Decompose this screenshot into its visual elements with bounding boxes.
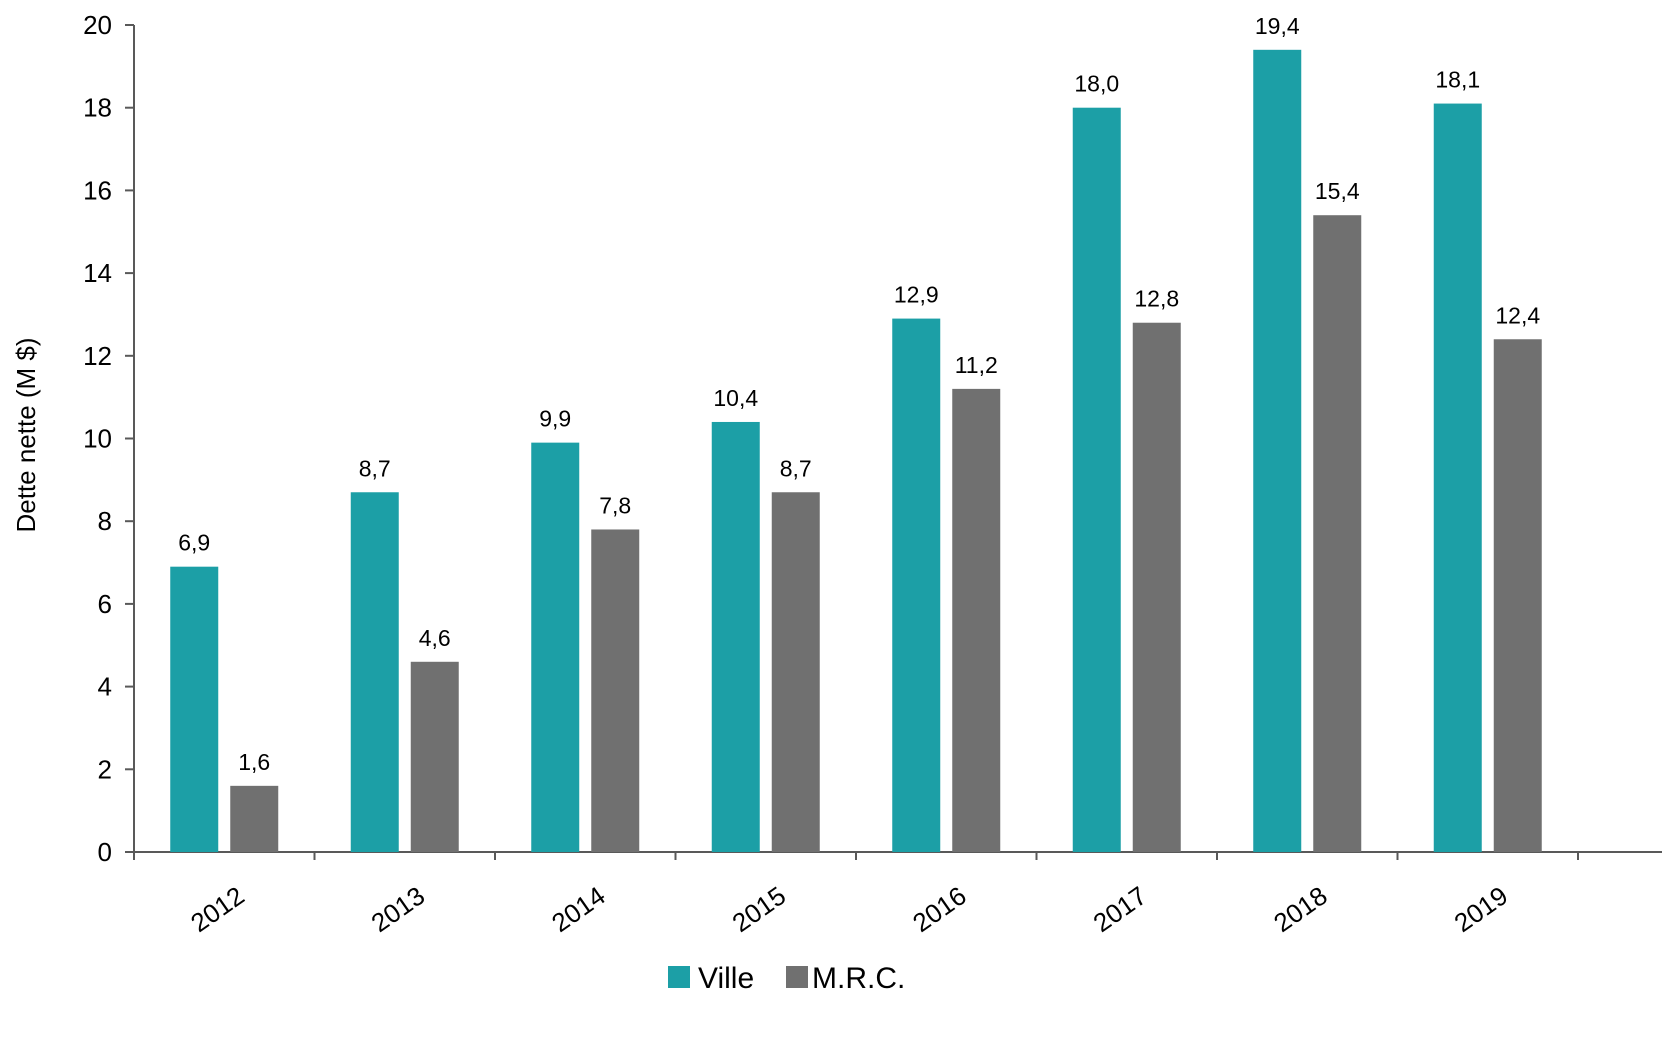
data-label-ville-2018: 19,4 xyxy=(1255,13,1300,39)
bar-mrc-2014 xyxy=(591,529,640,852)
y-tick-label: 18 xyxy=(83,93,112,123)
bar-mrc-2017 xyxy=(1132,322,1181,853)
legend: Ville M.R.C. xyxy=(668,962,905,995)
data-label-mrc-2012: 1,6 xyxy=(238,749,270,775)
data-label-ville-2016: 12,9 xyxy=(894,282,939,308)
x-tick-label: 2017 xyxy=(1088,880,1153,938)
x-tick-label: 2016 xyxy=(907,880,972,938)
legend-label-mrc: M.R.C. xyxy=(812,962,905,995)
x-tick-label: 2014 xyxy=(546,880,611,938)
x-tick-label: 2019 xyxy=(1449,880,1514,938)
bar-mrc-2016 xyxy=(952,388,1001,852)
x-tick-label: 2013 xyxy=(366,880,431,938)
data-label-ville-2014: 9,9 xyxy=(539,406,571,432)
data-label-mrc-2014: 7,8 xyxy=(599,492,631,518)
bar-ville-2016 xyxy=(892,318,941,853)
data-label-ville-2019: 18,1 xyxy=(1435,67,1480,93)
bar-mrc-2018 xyxy=(1313,215,1362,852)
data-labels: 6,9 1,6 8,7 4,6 9,9 7,8 10,4 8,7 12,9 11,2 18,0 12,… xyxy=(178,13,1540,775)
data-label-ville-2012: 6,9 xyxy=(178,530,210,556)
data-label-ville-2015: 10,4 xyxy=(713,385,758,411)
data-label-mrc-2013: 4,6 xyxy=(419,625,451,651)
y-tick-label: 12 xyxy=(83,341,112,371)
y-tick-label: 8 xyxy=(98,506,112,536)
bar-ville-2012 xyxy=(170,566,219,852)
legend-label-ville: Ville xyxy=(698,962,754,995)
y-tick-label: 10 xyxy=(83,424,112,454)
y-tick-label: 16 xyxy=(83,175,112,205)
bar-ville-2018 xyxy=(1253,49,1302,853)
bar-mrc-2013 xyxy=(410,661,459,852)
bar-ville-2019 xyxy=(1433,103,1482,852)
data-label-ville-2013: 8,7 xyxy=(359,455,391,481)
bars xyxy=(170,49,1542,853)
bar-mrc-2015 xyxy=(771,492,820,852)
x-tick-label: 2018 xyxy=(1268,880,1333,938)
y-tick-label: 4 xyxy=(98,672,112,702)
y-tick-label: 14 xyxy=(83,258,112,288)
legend-swatch-ville xyxy=(668,966,690,988)
y-tick-label: 0 xyxy=(98,837,112,867)
data-label-mrc-2019: 12,4 xyxy=(1495,302,1540,328)
y-tick-label: 20 xyxy=(83,10,112,40)
axes: 0 2 4 6 8 10 12 14 16 18 20 2012 2013 2014 2015 2016 201… xyxy=(83,10,1662,938)
data-label-mrc-2017: 12,8 xyxy=(1134,286,1179,312)
data-label-ville-2017: 18,0 xyxy=(1074,71,1119,97)
data-label-mrc-2016: 11,2 xyxy=(955,352,998,378)
bar-ville-2013 xyxy=(350,492,399,852)
y-axis-title: Dette nette (M $) xyxy=(11,337,41,532)
y-tick-label: 2 xyxy=(98,754,112,784)
data-label-mrc-2015: 8,7 xyxy=(780,455,812,481)
legend-swatch-mrc xyxy=(786,966,808,988)
bar-ville-2017 xyxy=(1072,107,1121,852)
y-tick-label: 6 xyxy=(98,589,112,619)
data-label-mrc-2018: 15,4 xyxy=(1315,178,1360,204)
x-tick-label: 2012 xyxy=(185,880,250,938)
bar-ville-2015 xyxy=(711,421,760,852)
x-tick-label: 2015 xyxy=(727,880,792,938)
bar-mrc-2012 xyxy=(230,785,279,852)
bar-ville-2014 xyxy=(531,442,580,852)
bar-mrc-2019 xyxy=(1493,339,1542,852)
